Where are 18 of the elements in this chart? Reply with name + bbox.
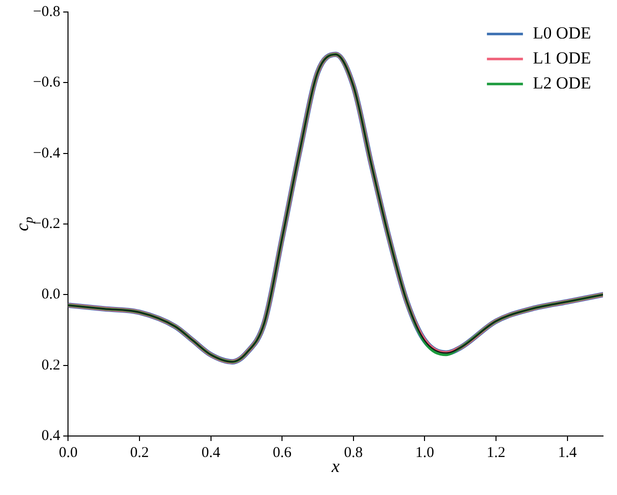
x-tick-label: 0.0 [58, 444, 78, 461]
x-tick-label: 1.2 [486, 444, 506, 461]
y-tick-label: 0.0 [41, 286, 60, 303]
y-tick-label: 0.2 [41, 357, 60, 374]
y-tick-label: −0.6 [32, 74, 61, 91]
y-tick-label: −0.8 [32, 4, 60, 20]
x-axis-title: x [330, 456, 340, 476]
x-tick-label: 0.4 [201, 444, 221, 461]
legend-label: L2 ODE [532, 73, 592, 92]
y-tick-label: −0.4 [32, 145, 61, 162]
legend-label: L0 ODE [532, 23, 592, 42]
x-tick-label: 1.0 [415, 444, 434, 461]
x-tick-label: 0.2 [130, 444, 149, 461]
x-tick-label: 0.8 [344, 444, 363, 461]
x-tick-label: 1.4 [558, 444, 578, 461]
x-tick-label: 0.6 [272, 444, 292, 461]
y-tick-label: 0.4 [41, 428, 61, 444]
legend-label: L1 ODE [532, 48, 592, 68]
